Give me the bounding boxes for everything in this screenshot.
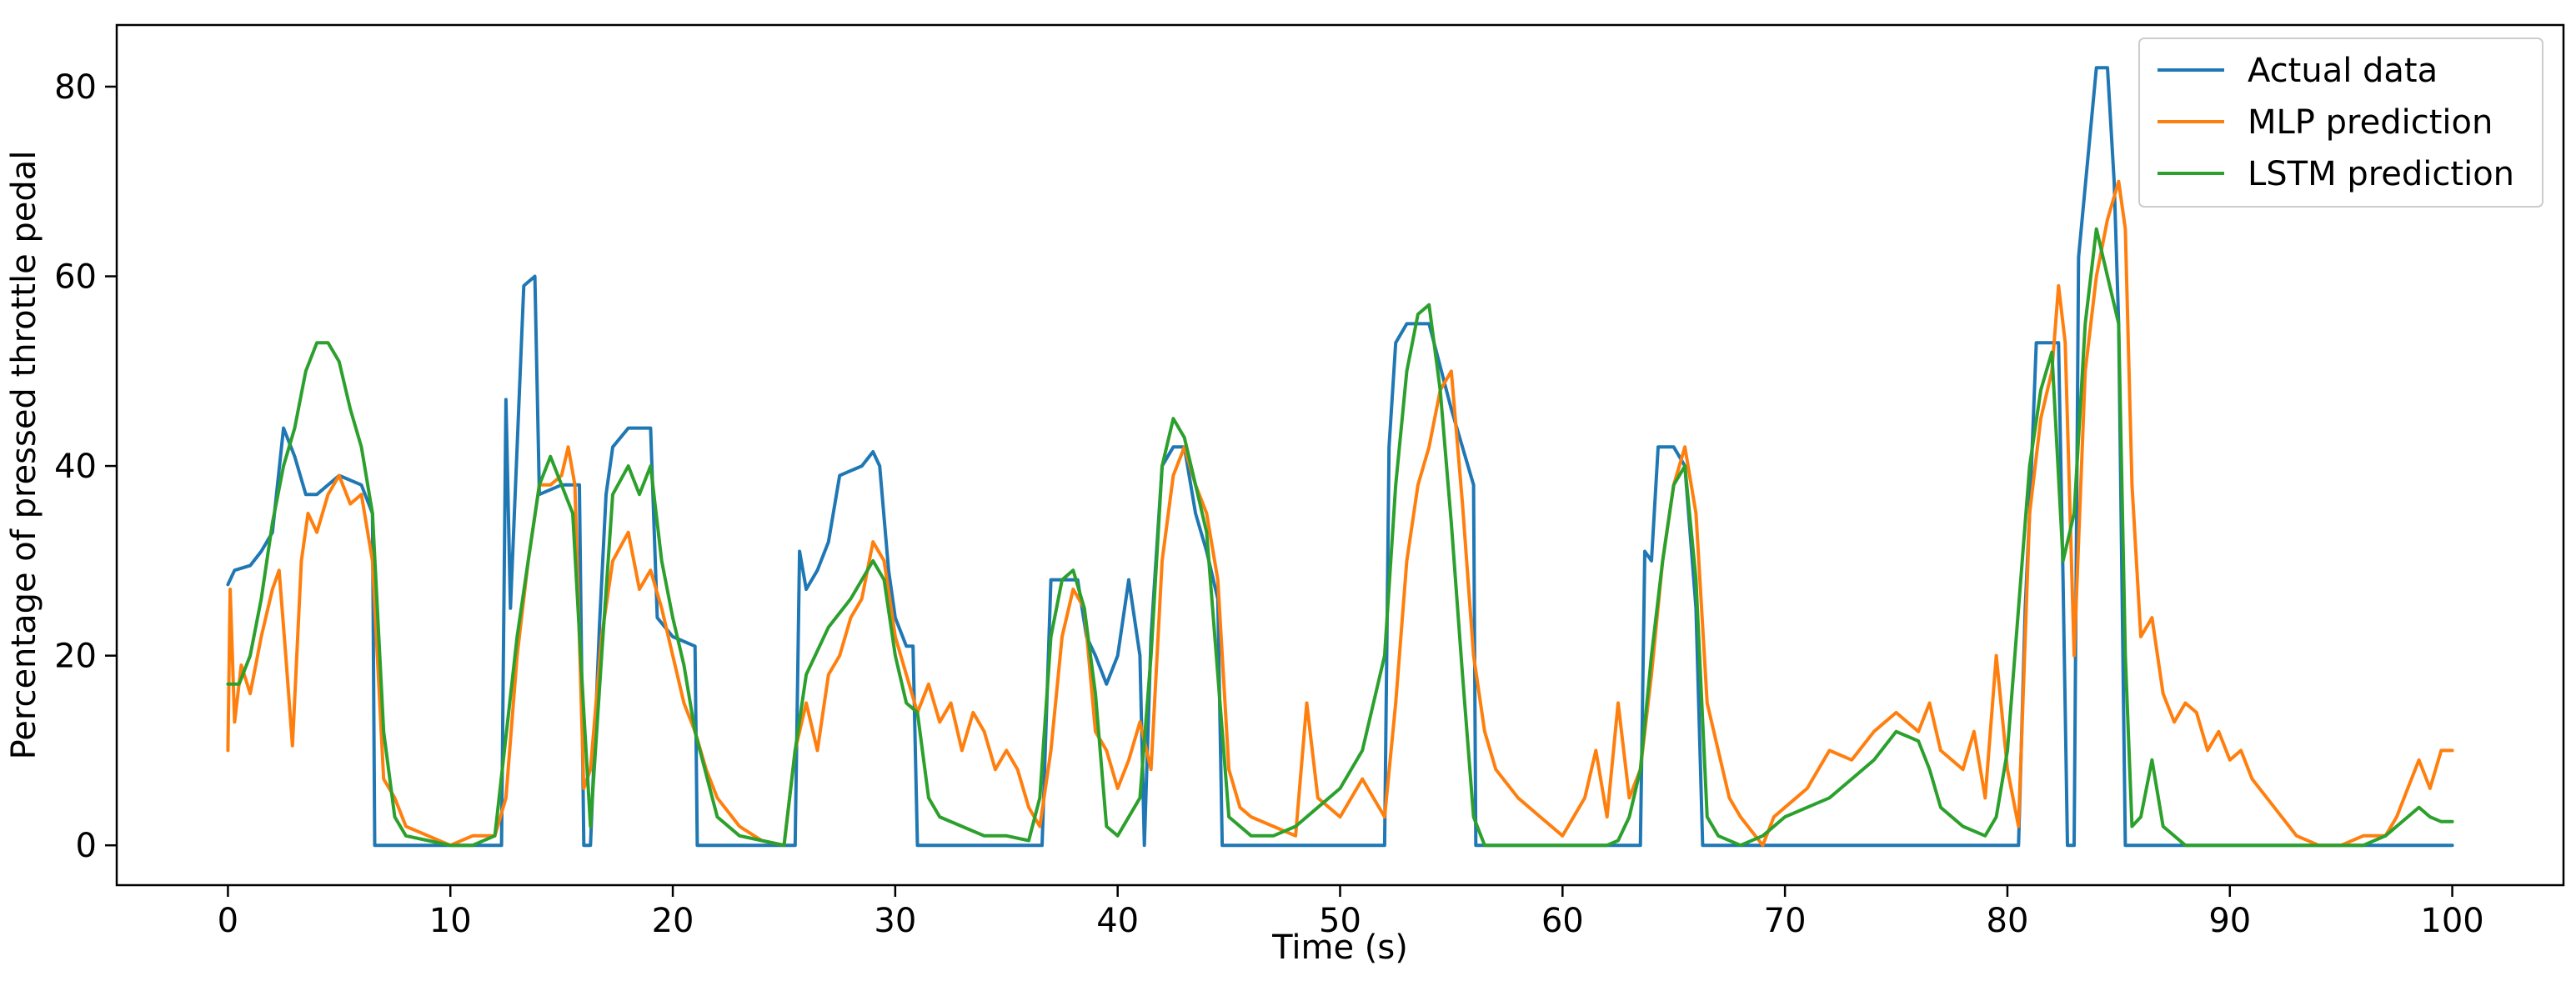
y-tick-label: 0: [76, 827, 97, 865]
x-tick-label: 50: [1319, 902, 1361, 940]
y-tick-label: 80: [54, 68, 97, 107]
x-tick-label: 90: [2208, 902, 2251, 940]
series-line-3: [226, 227, 2454, 848]
legend-box: [2138, 38, 2543, 208]
legend-label: MLP prediction: [2248, 103, 2493, 142]
x-tick-label: 30: [874, 902, 916, 940]
x-tick-label: 40: [1096, 902, 1139, 940]
y-axis: 0 20 40 60 80: [54, 68, 117, 865]
x-axis-label: Time (s): [1271, 928, 1408, 967]
x-tick-label: 20: [652, 902, 694, 940]
y-tick-label: 60: [54, 258, 97, 297]
x-tick-label: 70: [1764, 902, 1807, 940]
x-axis: 0 10 20 30 40 50 60 70 80 90 100: [218, 885, 2484, 940]
legend-label: LSTM prediction: [2248, 155, 2514, 193]
x-tick-label: 100: [2420, 902, 2483, 940]
x-tick-label: 80: [1987, 902, 2029, 940]
series-line-2: [226, 179, 2454, 848]
y-axis-label: Percentage of pressed throttle pedal: [5, 151, 43, 760]
series-layer: [226, 66, 2454, 848]
x-tick-label: 0: [218, 902, 238, 940]
y-tick-label: 20: [54, 638, 97, 676]
x-tick-label: 60: [1541, 902, 1584, 940]
legend-label: Actual data: [2248, 52, 2438, 90]
legend: Actual data MLP prediction LSTM prediction: [2138, 38, 2543, 208]
x-tick-label: 10: [429, 902, 472, 940]
y-tick-label: 40: [54, 448, 97, 486]
